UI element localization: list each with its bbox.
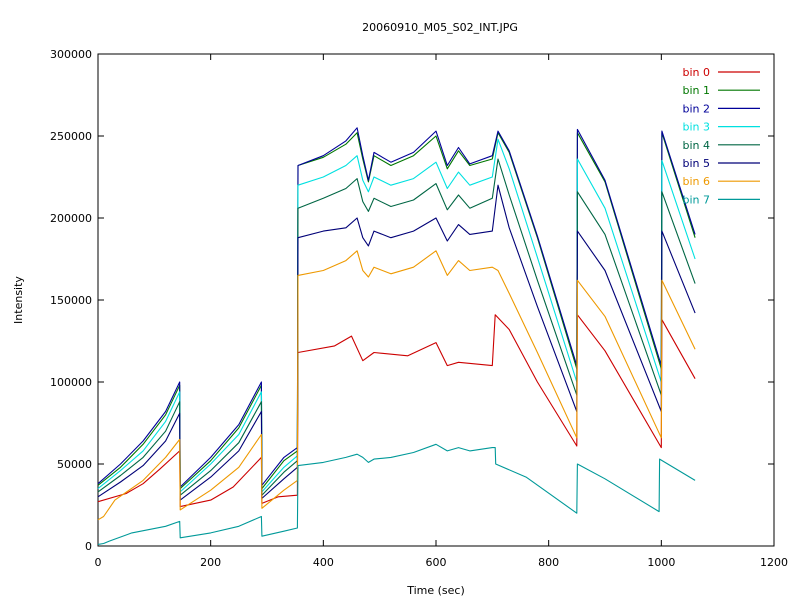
legend-label: bin 2 (682, 102, 710, 115)
series-line-bin-7 (97, 443, 696, 545)
legend-item-bin-2: bin 2 (682, 102, 760, 115)
legend-label: bin 5 (682, 157, 710, 170)
series-line-bin-1 (97, 132, 696, 490)
series-line-bin-0 (97, 314, 696, 508)
y-tick-label: 300000 (50, 48, 92, 61)
series-line-bin-5 (97, 184, 696, 501)
legend-label: bin 6 (682, 175, 710, 188)
legend-item-bin-6: bin 6 (682, 175, 760, 188)
legend-label: bin 3 (682, 121, 710, 134)
legend-item-bin-4: bin 4 (682, 139, 760, 152)
y-tick-label: 0 (85, 540, 92, 553)
y-axis-label: Intensity (12, 276, 25, 324)
legend-item-bin-0: bin 0 (682, 66, 760, 79)
series-lines (97, 127, 696, 545)
y-tick-label: 250000 (50, 130, 92, 143)
series-line-bin-4 (97, 158, 696, 496)
legend-item-bin-5: bin 5 (682, 157, 760, 170)
x-tick-label: 0 (95, 556, 102, 569)
legend-item-bin-1: bin 1 (682, 84, 760, 97)
series-line-bin-3 (97, 138, 696, 493)
legend: bin 0 bin 1 bin 2 bin 3 bin 4 bin 5 bin 6 bin 7 (682, 66, 760, 206)
x-tick-label: 800 (538, 556, 559, 569)
legend-label: bin 0 (682, 66, 710, 79)
y-tick-label: 150000 (50, 294, 92, 307)
y-tick-label: 100000 (50, 376, 92, 389)
x-axis-label: Time (sec) (406, 584, 465, 597)
x-tick-label: 600 (426, 556, 447, 569)
series-line-bin-2 (97, 127, 696, 488)
legend-label: bin 1 (682, 84, 710, 97)
legend-label: bin 4 (682, 139, 710, 152)
y-tick-label: 200000 (50, 212, 92, 225)
legend-label: bin 7 (682, 193, 710, 206)
legend-item-bin-3: bin 3 (682, 121, 760, 134)
x-tick-label: 200 (200, 556, 221, 569)
y-axis-ticks: 0 50000 100000 150000 200000 250000 300000 (50, 48, 774, 553)
x-tick-label: 1000 (647, 556, 675, 569)
series-line-bin-6 (97, 250, 696, 521)
y-tick-label: 50000 (57, 458, 92, 471)
x-tick-label: 1200 (760, 556, 788, 569)
legend-item-bin-7: bin 7 (682, 193, 760, 206)
x-tick-label: 400 (313, 556, 334, 569)
x-axis-ticks: 0 200 400 600 800 1000 1200 (95, 54, 788, 569)
plot-frame (97, 53, 775, 547)
chart-title: 20060910_M05_S02_INT.JPG (362, 21, 518, 34)
